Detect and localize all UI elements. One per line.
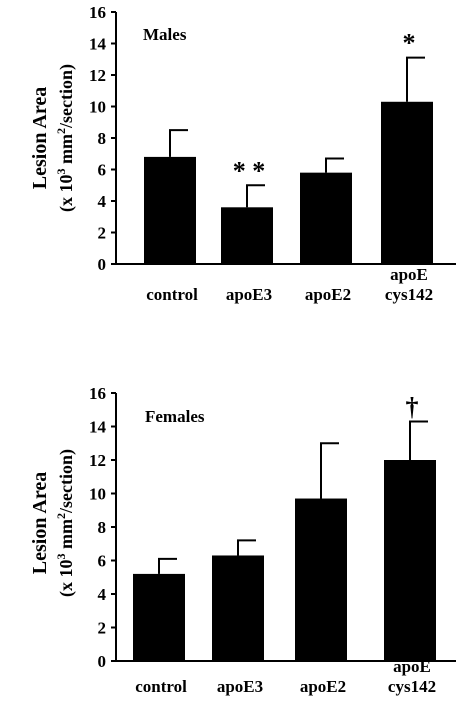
y-tick-label: 12 — [89, 66, 106, 85]
y-tick-label: 4 — [98, 192, 107, 211]
y-tick-label: 8 — [98, 129, 107, 148]
y-axis-unit-label: (x 103 mm2/section) — [54, 449, 77, 597]
x-category-label: apoE3 — [226, 285, 272, 304]
y-tick-label: 16 — [89, 384, 106, 403]
significance-marker: † — [406, 392, 419, 421]
y-tick-label: 6 — [98, 552, 107, 571]
x-category-label: apoE — [393, 657, 431, 676]
bar — [212, 555, 264, 661]
y-tick-label: 14 — [89, 418, 107, 437]
y-tick-label: 14 — [89, 35, 107, 54]
bar — [384, 460, 436, 661]
x-category-label: control — [146, 285, 198, 304]
bar — [133, 573, 185, 661]
panel-title: Females — [145, 407, 205, 426]
y-axis-label: Lesion Area — [29, 87, 51, 189]
females-panel: 0 2 4 6 8 10 12 14 16 Females Lesion Area(x 103 mm… — [29, 384, 456, 696]
significance-marker: * * — [233, 156, 266, 185]
bar — [295, 498, 347, 661]
x-category-label: apoE2 — [305, 285, 351, 304]
y-tick-label: 8 — [98, 518, 107, 537]
bar — [381, 101, 433, 265]
bar — [300, 172, 352, 264]
x-category-label: apoE — [390, 265, 428, 284]
males-panel: 0 2 4 6 8 10 12 14 16 Males Lesion Area(x 103 mm2/… — [29, 3, 456, 304]
y-tick-label: 16 — [89, 3, 106, 22]
x-category-label: apoE3 — [217, 677, 263, 696]
y-tick-label: 0 — [98, 652, 107, 671]
y-tick-label: 10 — [89, 98, 106, 117]
y-tick-label: 12 — [89, 451, 106, 470]
y-tick-label: 10 — [89, 485, 106, 504]
y-tick-label: 2 — [98, 224, 107, 243]
bar — [144, 156, 196, 264]
x-category-label: cys142 — [385, 285, 433, 304]
y-axis-label: Lesion Area — [29, 472, 51, 574]
x-category-label: apoE2 — [300, 677, 346, 696]
y-axis-unit-label: (x 103 mm2/section) — [54, 64, 77, 212]
bar — [221, 207, 273, 264]
significance-marker: * — [403, 29, 416, 58]
panel-title: Males — [143, 25, 187, 44]
y-tick-label: 2 — [98, 619, 107, 638]
y-tick-label: 6 — [98, 161, 107, 180]
y-tick-label: 4 — [98, 585, 107, 604]
y-tick-label: 0 — [98, 255, 107, 274]
x-category-label: control — [135, 677, 187, 696]
x-category-label: cys142 — [388, 677, 436, 696]
